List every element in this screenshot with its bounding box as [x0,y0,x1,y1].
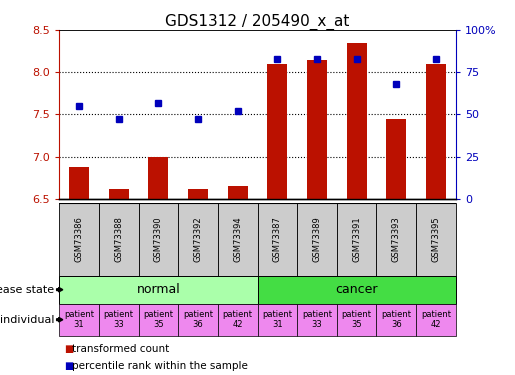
Bar [59,304,99,336]
Bar [99,202,139,276]
Text: ■: ■ [64,344,74,354]
Bar [99,304,139,336]
Bar [297,202,337,276]
Bar [267,64,287,199]
Text: patient
33: patient 33 [104,310,134,329]
Bar [139,304,178,336]
Text: GSM73389: GSM73389 [313,216,321,262]
Bar [416,202,456,276]
Text: GSM73388: GSM73388 [114,216,123,262]
Text: GSM73392: GSM73392 [194,216,202,262]
Text: patient
36: patient 36 [381,310,411,329]
Bar [178,202,218,276]
Text: transformed count: transformed count [72,344,169,354]
Bar [347,43,367,199]
Text: patient
35: patient 35 [143,310,174,329]
Text: disease state: disease state [0,285,54,295]
Text: normal: normal [136,283,180,296]
Text: GSM73390: GSM73390 [154,216,163,262]
Text: individual: individual [0,315,54,325]
Bar [337,304,376,336]
Bar [228,186,248,199]
Bar [178,304,218,336]
Text: patient
31: patient 31 [64,310,94,329]
Text: patient
42: patient 42 [421,310,451,329]
Bar [297,304,337,336]
Text: percentile rank within the sample: percentile rank within the sample [72,361,248,371]
Bar [139,202,178,276]
Bar [188,189,208,199]
Bar [59,276,258,304]
Bar [148,157,168,199]
Text: GSM73387: GSM73387 [273,216,282,262]
Bar [109,189,129,199]
Bar [218,304,258,336]
Bar [376,202,416,276]
Text: GSM73391: GSM73391 [352,216,361,262]
Text: GSM73393: GSM73393 [392,216,401,262]
Text: patient
31: patient 31 [262,310,293,329]
Bar [376,304,416,336]
Bar [426,64,446,199]
Text: ■: ■ [64,361,74,371]
Text: GSM73395: GSM73395 [432,216,440,262]
Bar [59,202,99,276]
Text: patient
42: patient 42 [222,310,253,329]
Bar [218,202,258,276]
Bar [337,202,376,276]
Bar [258,304,297,336]
Bar [386,118,406,199]
Bar [258,276,456,304]
Bar [307,60,327,199]
Text: cancer: cancer [335,283,378,296]
Bar [416,304,456,336]
Text: patient
36: patient 36 [183,310,213,329]
Text: GSM73386: GSM73386 [75,216,83,262]
Bar [258,202,297,276]
Text: GSM73394: GSM73394 [233,216,242,262]
Text: patient
33: patient 33 [302,310,332,329]
Title: GDS1312 / 205490_x_at: GDS1312 / 205490_x_at [165,14,350,30]
Text: patient
35: patient 35 [341,310,372,329]
Bar [69,166,89,199]
